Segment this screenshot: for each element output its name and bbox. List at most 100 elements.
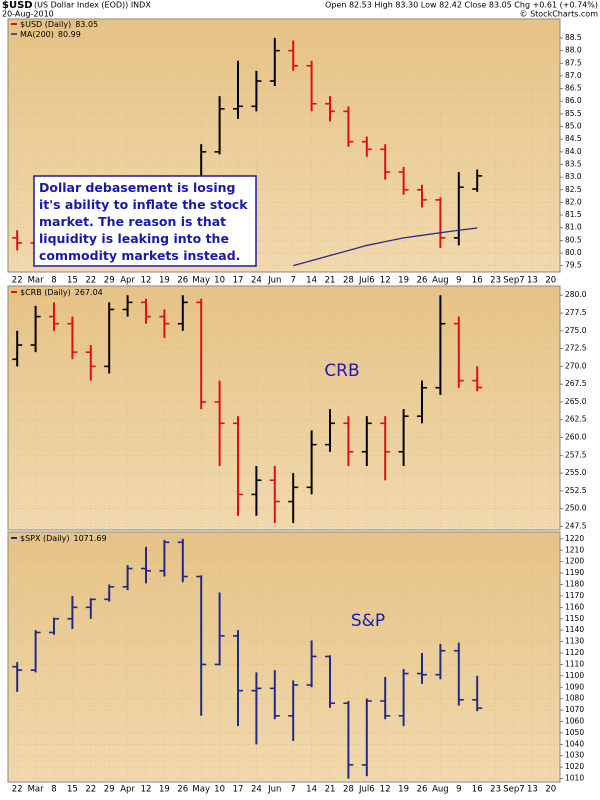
y-tick-label: 1180 xyxy=(565,580,584,589)
y-tick-label: 270.0 xyxy=(565,361,587,370)
x-tick-label: 9 xyxy=(456,276,461,286)
panel-label: CRB xyxy=(324,361,359,381)
plot-area xyxy=(8,19,560,272)
y-tick-label: 87.0 xyxy=(565,71,582,80)
y-tick-label: 275.0 xyxy=(565,326,587,335)
x-tick-label: 7 xyxy=(290,276,295,286)
x-tick-label: Apr xyxy=(120,785,135,795)
panel-label: S&P xyxy=(351,611,385,631)
x-tick-label: 22 xyxy=(12,276,23,286)
x-tick-label: 7 xyxy=(290,785,295,795)
y-tick-label: 81.5 xyxy=(565,210,582,219)
x-tick-label: 19 xyxy=(398,785,409,795)
x-tick-label: May xyxy=(192,785,210,795)
annotation-text: it's ability to inflate the stock xyxy=(39,197,248,212)
quote: Open 82.53 High 83.30 Low 82.42 Close 83… xyxy=(325,1,598,10)
y-tick-label: 247.5 xyxy=(565,521,587,530)
x-tick-label: 12 xyxy=(380,785,391,795)
y-tick-label: 84.0 xyxy=(565,147,582,156)
y-tick-label: 1110 xyxy=(565,659,584,668)
y-tick-label: 83.0 xyxy=(565,172,582,181)
x-tick-label: 29 xyxy=(104,785,115,795)
x-tick-label: 15 xyxy=(67,785,78,795)
y-tick-label: 88.0 xyxy=(565,46,582,55)
x-tick-label: 12 xyxy=(141,276,152,286)
x-tick-label: 14 xyxy=(306,785,317,795)
x-tick-label: 8 xyxy=(51,276,56,286)
y-tick-label: 1190 xyxy=(565,568,584,577)
series-name: $USD (Daily) xyxy=(20,20,71,29)
x-tick-label: Mar xyxy=(28,276,45,286)
y-tick-label: 257.5 xyxy=(565,450,587,459)
y-tick-label: 1140 xyxy=(565,625,584,634)
y-tick-label: 82.5 xyxy=(565,185,582,194)
x-tick-label: 14 xyxy=(306,276,317,286)
y-tick-label: 79.5 xyxy=(565,261,582,270)
annotation-text: Dollar debasement is losing xyxy=(39,180,235,195)
legend-label: $USD (Daily) 83.05 xyxy=(20,20,98,29)
y-tick-label: 267.5 xyxy=(565,379,587,388)
x-tick-label: Jul6 xyxy=(358,785,375,795)
y-tick-label: 260.0 xyxy=(565,433,587,442)
y-tick-label: 1070 xyxy=(565,705,584,714)
y-tick-label: 1050 xyxy=(565,728,584,737)
last-value: 1071.69 xyxy=(74,534,107,543)
x-tick-label: 28 xyxy=(343,785,354,795)
x-tick-label: 20 xyxy=(545,276,556,286)
y-tick-label: 87.5 xyxy=(565,58,582,67)
x-tick-label: 23 xyxy=(490,276,501,286)
y-tick-label: 1100 xyxy=(565,671,584,680)
plot-area xyxy=(8,286,560,530)
x-tick-label: 8 xyxy=(51,785,56,795)
symbol-subtitle: (US Dollar Index (EOD)) INDX xyxy=(34,1,151,10)
legend-label: $SPX (Daily) 1071.69 xyxy=(20,534,107,543)
x-tick-label: Aug xyxy=(432,276,449,286)
credit: © StockCharts.com xyxy=(520,10,599,19)
y-tick-label: 82.0 xyxy=(565,197,582,206)
x-tick-label: 12 xyxy=(141,785,152,795)
y-tick-label: 277.5 xyxy=(565,308,587,317)
x-tick-label: Jun xyxy=(267,785,281,795)
annotation-box xyxy=(33,175,257,267)
y-tick-label: 1130 xyxy=(565,637,584,646)
y-tick-label: 1020 xyxy=(565,762,584,771)
x-tick-label: 9 xyxy=(456,785,461,795)
last-value: 80.99 xyxy=(58,30,81,39)
y-tick-label: 80.5 xyxy=(565,235,582,244)
annotation-text: market. The reason is that xyxy=(39,214,226,229)
y-tick-label: 1030 xyxy=(565,751,584,760)
x-tick-label: 19 xyxy=(159,785,170,795)
x-tick-label: 17 xyxy=(233,276,244,286)
y-tick-label: 1040 xyxy=(565,739,584,748)
x-tick-label: Aug xyxy=(432,785,449,795)
y-tick-label: 252.5 xyxy=(565,486,587,495)
x-tick-label: 15 xyxy=(67,276,78,286)
legend-label: $CRB (Daily) 267.04 xyxy=(20,288,103,297)
panel-background xyxy=(7,531,561,783)
x-tick-label: 29 xyxy=(104,276,115,286)
y-tick-label: 86.0 xyxy=(565,96,582,105)
y-tick-label: 1090 xyxy=(565,682,584,691)
x-tick-label: 26 xyxy=(177,276,188,286)
y-tick-label: 1200 xyxy=(565,557,584,566)
y-tick-label: 1210 xyxy=(565,545,584,554)
x-tick-label: 22 xyxy=(12,785,23,795)
y-tick-label: 85.0 xyxy=(565,122,582,131)
x-tick-label: 24 xyxy=(251,785,262,795)
x-tick-label: 12 xyxy=(380,276,391,286)
date: 20-Aug-2010 xyxy=(2,10,54,19)
y-tick-label: 272.5 xyxy=(565,344,587,353)
x-tick-label: Apr xyxy=(120,276,135,286)
y-tick-label: 280.0 xyxy=(565,290,587,299)
x-tick-label: 24 xyxy=(251,276,262,286)
y-tick-label: 1010 xyxy=(565,774,584,783)
x-tick-label: 22 xyxy=(85,785,96,795)
y-tick-label: 83.5 xyxy=(565,159,582,168)
y-tick-label: 85.5 xyxy=(565,109,582,118)
x-tick-label: Sep7 xyxy=(503,785,524,795)
y-tick-label: 250.0 xyxy=(565,504,587,513)
x-tick-label: Jul6 xyxy=(358,276,375,286)
x-tick-label: 10 xyxy=(214,276,225,286)
moving-average-line xyxy=(293,227,478,267)
x-tick-label: 20 xyxy=(545,785,556,795)
